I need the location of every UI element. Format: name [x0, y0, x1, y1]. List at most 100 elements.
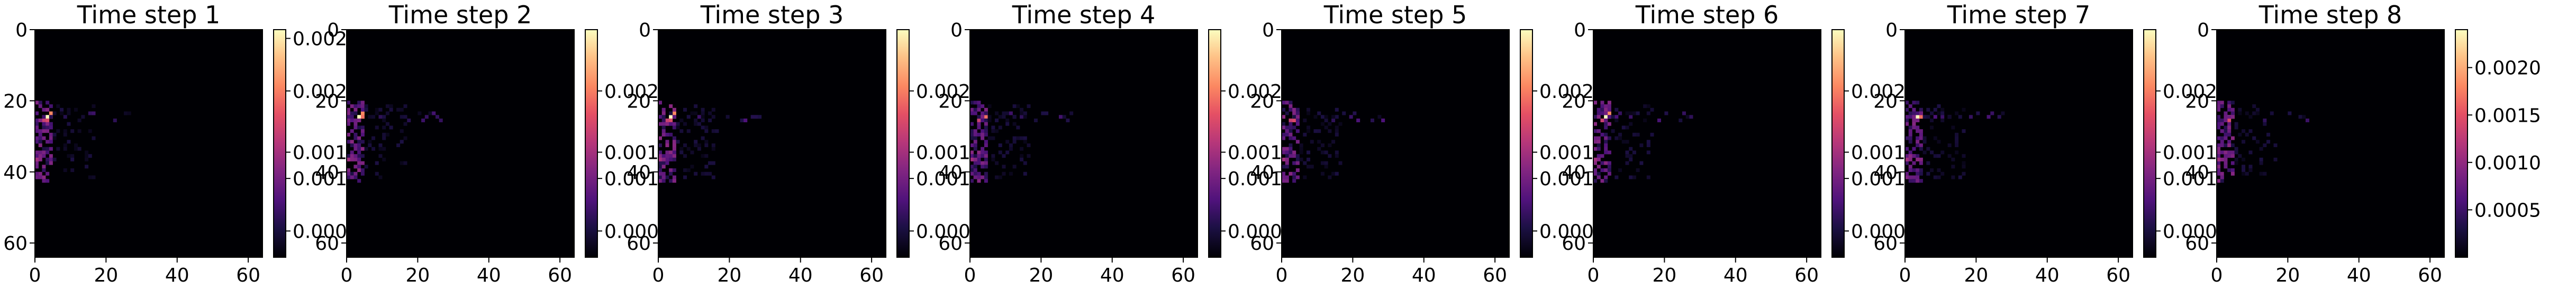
- heatmap-cell: [35, 129, 39, 133]
- heatmap-cell: [385, 132, 389, 137]
- heatmap-cell: [2263, 122, 2267, 126]
- panel-title: Time step 2: [388, 1, 532, 29]
- x-tick-label: 60: [1483, 265, 1507, 286]
- heatmap-cell: [658, 154, 663, 158]
- heatmap-cell: [1597, 154, 1601, 158]
- heatmap-cell: [2263, 143, 2267, 148]
- heatmap-cell: [1625, 111, 1629, 115]
- heatmap-cell: [353, 104, 358, 109]
- heatmap-cell: [88, 175, 92, 179]
- heatmap-cell: [743, 118, 748, 122]
- heatmap-cell: [1916, 101, 1920, 105]
- heatmap-cell: [1912, 122, 1916, 126]
- heatmap-cell: [669, 154, 673, 158]
- heatmap-cell: [1632, 111, 1636, 115]
- heatmap-cell: [676, 140, 680, 144]
- y-tick-label: 60: [627, 233, 651, 255]
- heatmap-cell: [1926, 171, 1930, 176]
- panel-4: Time step 40 20 40 6002040600.0000.0010.001…: [938, 1, 1282, 286]
- heatmap-cell: [973, 154, 977, 158]
- heatmap-cell: [1629, 115, 1633, 119]
- heatmap-cell: [382, 147, 386, 151]
- heatmap-frame: [658, 29, 886, 258]
- x-tick-label: 0: [1899, 265, 1911, 286]
- heatmap-cell: [1066, 118, 1070, 122]
- x-tick-label: 40: [1724, 265, 1748, 286]
- heatmap-cell: [1607, 111, 1611, 115]
- heatmap-cell: [1933, 154, 1937, 158]
- heatmap-cell: [1320, 143, 1325, 148]
- heatmap-cell: [35, 161, 39, 165]
- heatmap-cell: [1009, 143, 1013, 148]
- heatmap-cell: [396, 143, 401, 148]
- heatmap-cell: [385, 104, 389, 109]
- heatmap-cell: [353, 171, 358, 176]
- heatmap-cell: [1912, 168, 1916, 173]
- x-tick-label: 0: [29, 265, 41, 286]
- heatmap-cell: [2224, 150, 2228, 155]
- x-tick-label: 40: [165, 265, 189, 286]
- heatmap-cell: [46, 161, 50, 165]
- heatmap-cell: [1908, 179, 1912, 183]
- x-tick-label: 0: [1276, 265, 1288, 286]
- heatmap-cell: [1922, 150, 1927, 155]
- heatmap-cell: [2220, 129, 2224, 133]
- heatmap-cell: [403, 115, 407, 119]
- heatmap-cell: [1926, 115, 1930, 119]
- heatmap-cell: [2230, 101, 2235, 105]
- heatmap-cell: [63, 147, 67, 151]
- heatmap-cell: [1295, 154, 1300, 158]
- heatmap-cell: [2217, 157, 2221, 161]
- heatmap-cell: [658, 179, 663, 183]
- heatmap-cell: [1299, 157, 1303, 161]
- heatmap-cell: [1908, 175, 1912, 179]
- heatmap-cell: [973, 129, 977, 133]
- heatmap-cell: [1295, 111, 1300, 115]
- y-tick-label: 20: [1250, 91, 1274, 112]
- heatmap-cell: [679, 150, 684, 155]
- heatmap-cell: [2288, 111, 2292, 115]
- heatmap-cell: [1930, 118, 1934, 122]
- heatmap-cell: [1604, 150, 1608, 155]
- heatmap-cell: [2217, 143, 2221, 148]
- y-tick-label: 60: [3, 233, 28, 255]
- heatmap-cell: [1955, 136, 1959, 140]
- heatmap-cell: [1331, 171, 1336, 176]
- panel-title: Time step 1: [77, 1, 221, 29]
- heatmap-cell: [439, 118, 443, 122]
- heatmap-cell: [389, 125, 393, 130]
- heatmap-cell: [1919, 179, 1923, 183]
- heatmap-cell: [1607, 101, 1611, 105]
- heatmap-cell: [2259, 147, 2263, 151]
- heatmap-cell: [704, 140, 709, 144]
- heatmap-cell: [46, 171, 50, 176]
- heatmap-cell: [977, 107, 981, 112]
- heatmap-cell: [1303, 175, 1307, 179]
- heatmap-cell: [970, 107, 974, 112]
- heatmap-cell: [1002, 154, 1006, 158]
- heatmap-cell: [42, 154, 46, 158]
- heatmap-cell: [658, 168, 663, 173]
- heatmap-cell: [1905, 171, 1909, 176]
- y-tick-label: 20: [938, 91, 963, 112]
- heatmap-cell: [35, 111, 39, 115]
- y-tick-label: 20: [3, 91, 28, 112]
- heatmap-cell: [701, 136, 705, 140]
- heatmap-cell: [708, 161, 712, 165]
- heatmap-cell: [1600, 168, 1604, 173]
- heatmap-cell: [49, 140, 53, 144]
- heatmap-cell: [1023, 161, 1027, 165]
- heatmap-cell: [347, 168, 351, 173]
- x-tick-label: 60: [1171, 265, 1195, 286]
- heatmap-cell: [981, 104, 985, 109]
- heatmap-cell: [347, 171, 351, 176]
- heatmap-cell: [1597, 129, 1601, 133]
- x-tick-label: 0: [964, 265, 976, 286]
- heatmap-cell: [1600, 107, 1604, 112]
- heatmap-cell: [1289, 143, 1293, 148]
- heatmap-cell: [665, 154, 669, 158]
- heatmap-cell: [1940, 107, 1945, 112]
- heatmap-cell: [1604, 175, 1608, 179]
- heatmap-cell: [1912, 179, 1916, 183]
- heatmap-cell: [38, 157, 42, 161]
